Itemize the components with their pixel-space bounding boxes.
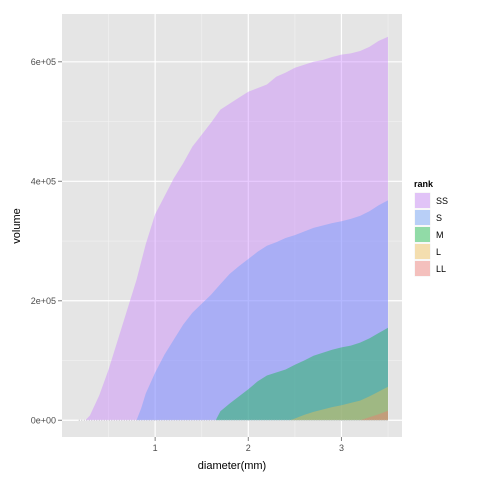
area-ll bbox=[360, 410, 388, 421]
x-axis-ticks: 1 2 3 bbox=[153, 437, 344, 453]
legend-label-ll: LL bbox=[436, 264, 446, 274]
minor-gridlines bbox=[62, 14, 402, 437]
y-tick-label: 4e+05 bbox=[31, 176, 56, 186]
x-axis-title: diameter(mm) bbox=[198, 460, 266, 472]
panel-background bbox=[62, 14, 402, 437]
legend-label-l: L bbox=[436, 247, 441, 257]
legend-label-ss: SS bbox=[436, 196, 448, 206]
x-tick-label: 1 bbox=[153, 443, 158, 453]
legend-key-bg bbox=[413, 259, 432, 278]
legend-label-s: S bbox=[436, 213, 442, 223]
area-l bbox=[290, 386, 388, 421]
x-tick-label: 2 bbox=[246, 443, 251, 453]
legend-title: rank bbox=[414, 179, 434, 189]
area-s bbox=[136, 200, 388, 421]
legend-key-m bbox=[415, 227, 430, 242]
y-tick-label: 2e+05 bbox=[31, 296, 56, 306]
legend-key-l bbox=[415, 244, 430, 259]
y-axis-ticks: 0e+00 2e+05 4e+05 6e+05 bbox=[31, 57, 62, 425]
y-tick-label: 6e+05 bbox=[31, 57, 56, 67]
area-m bbox=[215, 327, 388, 421]
legend-key-ll bbox=[415, 261, 430, 276]
legend-key-ss bbox=[415, 193, 430, 208]
y-tick-label: 0e+00 bbox=[31, 415, 56, 425]
y-axis-title: volume bbox=[11, 208, 23, 243]
area-series bbox=[78, 36, 389, 421]
area-ss bbox=[85, 36, 389, 421]
x-tick-label: 3 bbox=[339, 443, 344, 453]
legend-label-m: M bbox=[436, 230, 444, 240]
legend-key-s bbox=[415, 210, 430, 225]
